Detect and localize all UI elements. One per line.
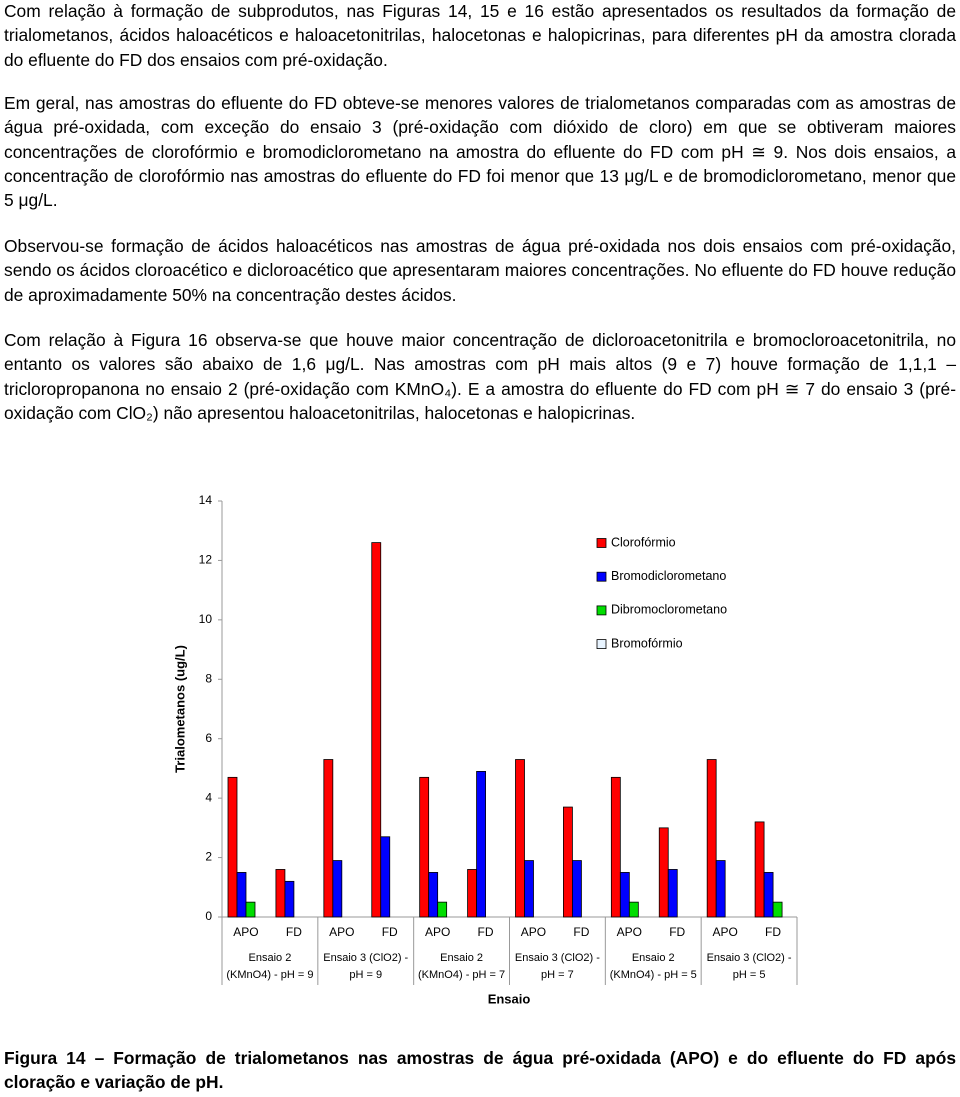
y-tick-label: 2 (205, 850, 212, 864)
x-tick-label: APO (617, 925, 642, 939)
y-tick-label: 10 (199, 612, 213, 626)
bar (515, 759, 525, 918)
group-label: Ensaio 2 (440, 952, 483, 964)
bar (524, 860, 534, 918)
bar (772, 901, 783, 918)
paragraph: Com relação à formação de subprodutos, n… (4, 1, 956, 70)
x-tick-label: FD (382, 925, 398, 939)
x-tick-label: APO (233, 925, 258, 939)
legend-swatch (596, 538, 607, 548)
group-label: pH = 7 (541, 969, 574, 981)
y-tick-label: 12 (199, 553, 213, 567)
legend-swatch (596, 639, 607, 649)
x-tick-label: APO (521, 925, 546, 939)
y-tick-label: 4 (205, 790, 212, 804)
bar (572, 860, 582, 918)
group-label: Ensaio 2 (632, 952, 675, 964)
x-tick-label: FD (765, 925, 781, 939)
x-tick-label: FD (573, 925, 589, 939)
x-tick-label: FD (286, 925, 302, 939)
bar (380, 836, 391, 918)
x-axis-label: Ensaio (488, 991, 531, 1006)
legend-label: Bromodiclorometano (611, 569, 726, 583)
x-tick-label: FD (669, 925, 685, 939)
legend-label: Clorofórmio (611, 535, 676, 549)
y-tick-label: 0 (205, 909, 212, 923)
group-label: (KMnO4) - pH = 5 (610, 969, 697, 981)
paragraph: Em geral, nas amostras do efluente do FD… (4, 93, 956, 211)
x-tick-label: APO (712, 925, 737, 939)
y-tick-label: 6 (205, 731, 212, 745)
x-tick-label: FD (478, 925, 494, 939)
bar (227, 776, 238, 918)
figure-caption: Figura 14 – Formação de trialometanos na… (4, 1048, 956, 1093)
bar (275, 869, 286, 918)
bar (715, 860, 726, 918)
bar (628, 901, 639, 918)
x-tick-label: APO (329, 925, 354, 939)
x-tick-label: APO (425, 925, 450, 939)
legend-label: Dibromoclorometano (611, 603, 727, 617)
bar (658, 827, 669, 918)
bar (245, 901, 256, 918)
group-label: pH = 9 (349, 969, 382, 981)
legend-swatch (596, 571, 607, 582)
chart: Trialometanos (ug/L) Ensaio 0 2 4 6 8 10 12 14 A… (172, 493, 798, 1006)
group-label: Ensaio 3 (ClO2) - (515, 952, 600, 964)
group-label: Ensaio 3 (ClO2) - (707, 952, 792, 964)
y-tick-label: 8 (205, 671, 212, 685)
legend-label: Bromofórmio (611, 636, 683, 650)
paragraph: Observou-se formação de ácidos haloacéti… (4, 236, 956, 305)
bar (428, 872, 439, 918)
group-label: Ensaio 2 (249, 952, 292, 964)
paragraph: Com relação à Figura 16 observa-se que h… (4, 330, 956, 423)
group-label: Ensaio 3 (ClO2) - (323, 952, 408, 964)
bar (667, 869, 678, 918)
group-label: pH = 5 (733, 969, 766, 981)
y-tick-label: 14 (199, 493, 213, 507)
bar (323, 759, 334, 918)
bar (563, 806, 573, 918)
group-label: (KMnO4) - pH = 9 (226, 969, 313, 981)
bar (419, 776, 430, 918)
legend-swatch (596, 605, 607, 616)
bar (763, 872, 774, 918)
bar (236, 872, 247, 918)
bar (476, 771, 486, 918)
y-axis-label: Trialometanos (ug/L) (172, 645, 187, 773)
bar (332, 860, 343, 918)
bar (754, 821, 765, 918)
bar (619, 872, 630, 918)
bar (610, 776, 621, 918)
group-label: (KMnO4) - pH = 7 (418, 969, 505, 981)
bar (467, 869, 477, 918)
bar (437, 901, 448, 918)
bar (371, 542, 382, 918)
bar (284, 880, 295, 918)
bar (706, 759, 717, 918)
